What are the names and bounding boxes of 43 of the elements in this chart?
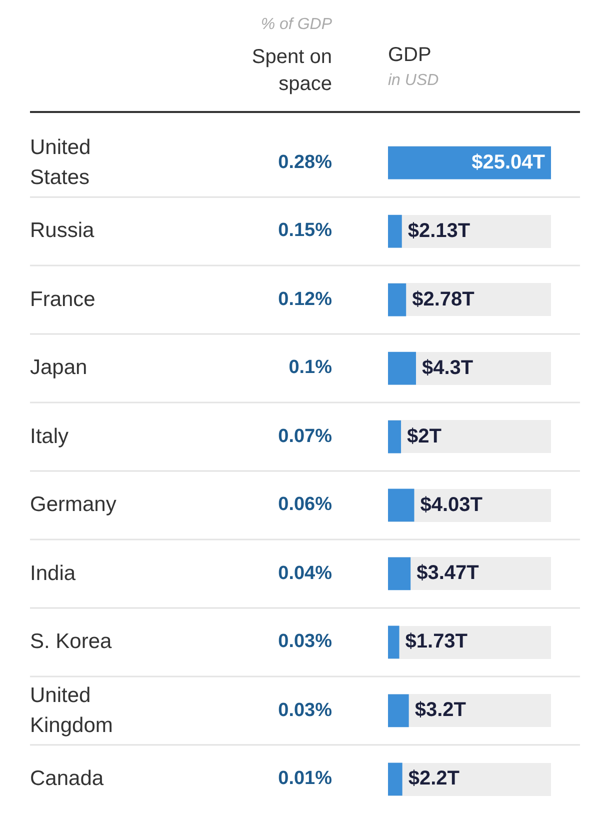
data-label: $2.13T [408, 220, 470, 242]
category-label: United States [30, 134, 92, 191]
bar [388, 762, 402, 796]
chart-title: GDP [388, 44, 432, 67]
data-label: 0.07% [278, 424, 332, 449]
bar [388, 420, 402, 454]
category-label: Canada [30, 766, 105, 792]
data-label: 0.12% [278, 288, 332, 312]
data-label: 0.28% [278, 150, 332, 175]
category-label: S. Korea [30, 629, 113, 656]
category-label: Germany [30, 492, 118, 518]
data-label: 0.04% [278, 562, 332, 586]
category-label: United Kingdom [30, 682, 114, 739]
bar [388, 557, 411, 590]
data-label: 0.03% [278, 698, 332, 723]
data-label: $1.73T [405, 630, 468, 653]
bar [388, 694, 409, 728]
category-label: Russia [30, 218, 96, 244]
data-label: $2.2T [408, 768, 460, 790]
bar [388, 214, 402, 248]
data-label: $2.78T [412, 288, 474, 310]
text: Spent on space [250, 45, 332, 97]
category-label: France [30, 286, 96, 313]
data-label: 0.03% [278, 630, 332, 654]
bar [388, 283, 406, 316]
data-label: 0.06% [278, 493, 332, 518]
bar [388, 352, 416, 385]
data-label: $4.03T [420, 494, 482, 516]
data-label: $3.2T [414, 699, 466, 722]
data-label: $3.47T [416, 562, 479, 584]
data-label: $4.3T [422, 356, 474, 379]
data-label: $2T [407, 425, 442, 448]
text: % of GDP [260, 16, 332, 34]
data-label: 0.15% [278, 219, 332, 244]
bar [388, 626, 400, 659]
data-label: 0.1% [288, 356, 332, 380]
data-label: 0.01% [278, 767, 332, 792]
category-label: India [30, 560, 77, 587]
data-label: $25.04T [472, 151, 545, 174]
category-label: Italy [30, 424, 70, 450]
chart-subtitle: in USD [388, 72, 439, 90]
bar [388, 488, 414, 522]
category-label: Japan [30, 355, 88, 382]
